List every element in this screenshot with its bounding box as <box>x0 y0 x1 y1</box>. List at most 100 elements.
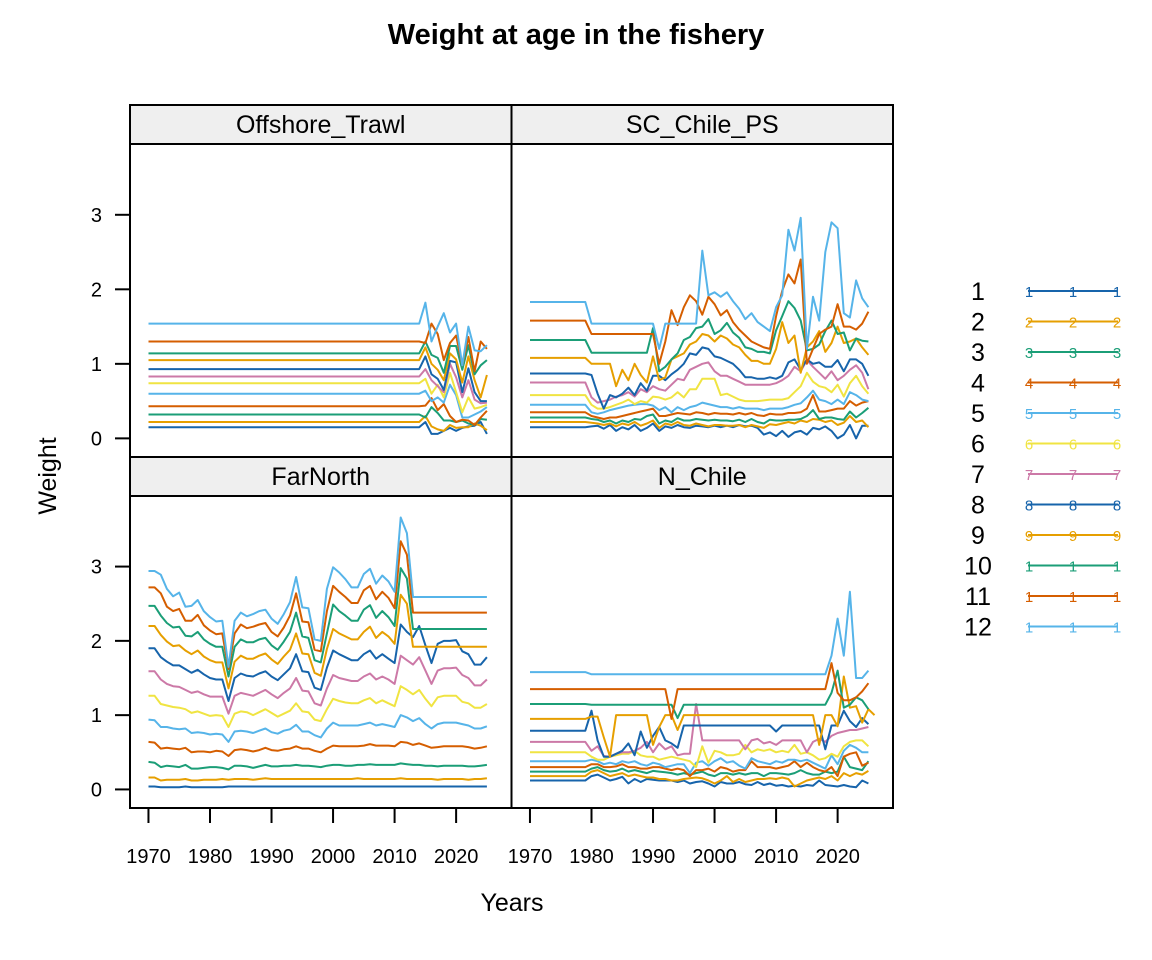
legend-item-12: 12 1 1 1 <box>964 614 1121 642</box>
legend-symbol: 9 <box>1113 528 1121 545</box>
series-line-age-1 <box>530 773 869 789</box>
strip-background <box>129 104 513 145</box>
series-line-age-2 <box>530 415 870 429</box>
legend-item-3: 3 3 3 3 <box>971 339 1121 367</box>
legend-label: 9 <box>971 522 985 550</box>
legend-item-6: 6 6 6 6 <box>971 431 1121 459</box>
panel-FarNorth: FarNorth 0 1 2 3 1970 1980 1990 2000 2010 2020 <box>91 456 513 868</box>
legend-symbol: 4 <box>1025 376 1033 393</box>
series-line-age-11 <box>148 322 488 373</box>
x-tick-label: 2000 <box>311 846 356 868</box>
x-tick-label: 1990 <box>631 846 676 868</box>
series-line-age-9 <box>148 346 488 399</box>
x-tick-label: 1990 <box>249 846 294 868</box>
legend-symbol: 1 <box>1069 559 1077 576</box>
series-line-age-1 <box>530 422 869 440</box>
series-line-age-2 <box>530 769 869 788</box>
x-tick-label: 1980 <box>188 846 233 868</box>
legend-symbol: 4 <box>1069 376 1077 393</box>
series-line-age-12 <box>148 301 488 367</box>
legend-symbol: 1 <box>1069 284 1077 301</box>
series-line-age-1 <box>148 421 488 435</box>
series-line-age-7 <box>148 362 488 405</box>
legend-symbol: 7 <box>1113 467 1121 484</box>
series-line-age-6 <box>530 371 870 410</box>
legend-label: 2 <box>971 309 985 337</box>
series-line-age-6 <box>148 371 488 414</box>
legend-label: 8 <box>971 492 985 520</box>
strip-label: SC_Chile_PS <box>626 111 779 139</box>
legend-label: 11 <box>965 583 991 611</box>
legend-symbol: 1 <box>1069 620 1077 637</box>
y-tick-label: 0 <box>91 779 102 801</box>
series-line-age-3 <box>148 406 488 426</box>
panel-frame <box>129 143 513 458</box>
series-group <box>530 216 870 440</box>
y-tick-label: 0 <box>91 428 102 450</box>
series-line-age-4 <box>148 740 488 757</box>
series-line-age-8 <box>530 709 870 758</box>
legend-symbol: 8 <box>1069 498 1077 515</box>
legend-symbol: 1 <box>1113 559 1121 576</box>
legend-label: 3 <box>971 339 985 367</box>
legend-symbol: 2 <box>1113 315 1121 332</box>
series-line-age-2 <box>148 415 488 432</box>
legend-symbol: 6 <box>1113 437 1121 454</box>
legend-symbol: 1 <box>1025 559 1033 576</box>
legend-symbol: 1 <box>1113 589 1121 606</box>
legend-symbol: 1 <box>1025 284 1033 301</box>
series-line-age-8 <box>148 355 487 403</box>
series-line-age-5 <box>148 383 488 419</box>
x-tick-label: 1970 <box>508 846 553 868</box>
series-line-age-12 <box>530 216 870 350</box>
x-axis-title: Years <box>480 889 543 917</box>
series-line-age-9 <box>530 675 876 758</box>
panel-Offshore_Trawl: Offshore_Trawl 0 1 2 3 <box>91 104 513 458</box>
series-line-age-11 <box>148 540 487 671</box>
legend-label: 10 <box>964 553 992 581</box>
legend-item-5: 5 5 5 5 <box>971 400 1121 428</box>
y-tick-label: 1 <box>91 705 102 727</box>
x-tick-label: 2010 <box>754 846 799 868</box>
legend-item-8: 8 8 8 8 <box>971 492 1121 520</box>
x-tick-label: 2020 <box>815 846 860 868</box>
legend-symbol: 9 <box>1069 528 1077 545</box>
panels: Offshore_Trawl 0 1 2 3 SC_Chile_PS FarNorth 0 1 2… <box>91 104 894 868</box>
panel-N_Chile: N_Chile 1970 1980 1990 2000 2010 2020 <box>508 456 894 868</box>
legend-symbol: 8 <box>1025 498 1033 515</box>
legend-symbol: 7 <box>1025 467 1033 484</box>
series-line-age-3 <box>530 407 870 425</box>
series-group <box>530 590 876 789</box>
y-tick-label: 1 <box>91 354 102 376</box>
strip-background <box>510 456 894 497</box>
series-line-age-7 <box>148 654 488 715</box>
legend-symbol: 8 <box>1113 498 1121 515</box>
y-tick-label: 2 <box>91 279 102 301</box>
series-line-age-12 <box>530 590 870 679</box>
y-axis-title: Weight <box>34 437 62 514</box>
series-line-age-8 <box>148 623 488 702</box>
series-line-age-10 <box>148 567 487 678</box>
legend-symbol: 1 <box>1113 620 1121 637</box>
legend-item-2: 2 2 2 2 <box>971 309 1121 337</box>
legend-symbol: 3 <box>1025 345 1033 362</box>
legend-symbol: 3 <box>1113 345 1121 362</box>
strip-label: N_Chile <box>658 463 747 491</box>
legend-symbol: 1 <box>1069 589 1077 606</box>
y-tick-label: 3 <box>91 205 102 227</box>
legend-label: 1 <box>971 278 985 306</box>
legend-symbol: 1 <box>1025 620 1033 637</box>
series-line-age-7 <box>530 359 870 404</box>
legend-label: 7 <box>971 461 985 489</box>
x-tick-label: 2000 <box>692 846 737 868</box>
legend-symbol: 1 <box>1025 589 1033 606</box>
legend-symbol: 5 <box>1025 406 1033 423</box>
legend-item-1: 1 1 1 1 <box>971 278 1121 306</box>
legend-item-4: 4 4 4 4 <box>971 370 1121 398</box>
legend-symbol: 1 <box>1113 284 1121 301</box>
series-line-age-4 <box>530 394 869 420</box>
series-line-age-6 <box>148 685 488 728</box>
strip-label: Offshore_Trawl <box>236 111 406 139</box>
series-line-age-5 <box>530 743 869 775</box>
